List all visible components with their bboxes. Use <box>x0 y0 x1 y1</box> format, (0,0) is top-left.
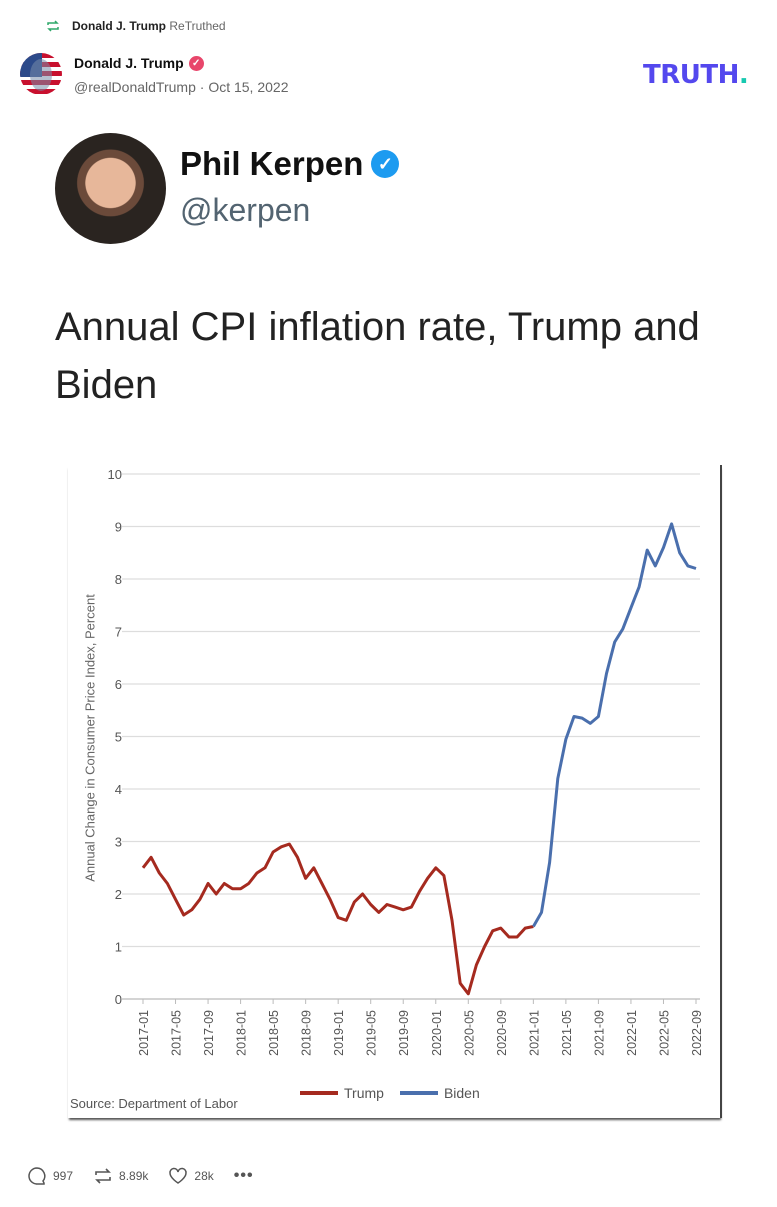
y-tick-label: 2 <box>115 887 122 902</box>
reply-count: 997 <box>53 1169 74 1183</box>
x-tick-label: 2019-09 <box>397 1010 411 1056</box>
y-tick-label: 6 <box>115 677 122 692</box>
post-date[interactable]: Oct 15, 2022 <box>208 79 289 95</box>
x-tick-label: 2018-09 <box>300 1010 314 1056</box>
embedded-text: Annual CPI inflation rate, Trump and Bid… <box>55 305 700 407</box>
legend-swatch-biden <box>399 1091 438 1095</box>
comment-icon <box>28 1167 46 1185</box>
x-tick-label: 2020-01 <box>430 1010 444 1056</box>
x-tick-label: 2021-01 <box>527 1010 541 1056</box>
x-tick-label: 2022-01 <box>625 1010 639 1056</box>
y-tick-label: 8 <box>115 572 122 587</box>
separator: · <box>199 79 205 95</box>
legend-swatch-trump <box>300 1091 338 1095</box>
x-tick-label: 2017-05 <box>170 1010 184 1056</box>
author-handle[interactable]: @realDonaldTrump <box>74 79 196 95</box>
retruth-user[interactable]: Donald J. Trump <box>72 19 167 33</box>
x-tick-label: 2022-09 <box>690 1010 704 1056</box>
legend-trump: Trump <box>344 1085 384 1101</box>
y-tick-label: 9 <box>115 520 122 535</box>
heart-icon <box>169 1167 188 1184</box>
embedded-name: Phil Kerpen <box>180 145 364 182</box>
logo-dot: . <box>738 60 749 90</box>
y-tick-label: 7 <box>115 625 122 640</box>
series-line-biden <box>532 522 697 928</box>
action-bar: 997 8.89k 28k ••• <box>27 1166 274 1186</box>
logo-text: TRUTH <box>643 60 739 90</box>
y-axis-label: Annual Change in Consumer Price Index, P… <box>82 594 98 882</box>
more-icon: ••• <box>233 1167 254 1184</box>
x-tick-label: 2021-09 <box>592 1010 606 1056</box>
x-tick-label: 2020-09 <box>495 1010 509 1056</box>
x-tick-label: 2021-05 <box>560 1010 574 1056</box>
x-tick-label: 2017-09 <box>202 1010 216 1056</box>
verified-badge-icon: ✓ <box>188 55 204 71</box>
legend-biden: Biden <box>443 1085 480 1101</box>
chart-source: Source: Department of Labor <box>70 1096 238 1111</box>
embedded-avatar <box>55 133 166 244</box>
avatar[interactable] <box>20 53 62 95</box>
y-tick-label: 3 <box>115 835 122 850</box>
reply-button[interactable]: 997 <box>27 1166 73 1186</box>
series-line-trump <box>141 842 534 996</box>
chart-legend: Trump Biden <box>300 1085 480 1101</box>
y-tick-label: 0 <box>115 992 122 1007</box>
embedded-handle: @kerpen <box>180 192 311 228</box>
author-name-row: Donald J. Trump ✓ <box>74 55 204 71</box>
truth-logo: TRUTH. <box>643 60 749 90</box>
retruth-icon <box>47 20 59 32</box>
x-tick-label: 2018-05 <box>267 1010 281 1056</box>
author-name[interactable]: Donald J. Trump <box>74 55 184 71</box>
x-tick-label: 2020-05 <box>462 1010 476 1056</box>
y-tick-label: 10 <box>108 467 122 482</box>
like-button[interactable]: 28k <box>168 1166 214 1186</box>
retruth-banner: Donald J. Trump ReTruthed <box>46 19 226 33</box>
embedded-name-row: Phil Kerpen ✓ <box>180 145 400 183</box>
x-tick-label: 2019-05 <box>365 1010 379 1056</box>
x-tick-label: 2018-01 <box>235 1010 249 1056</box>
like-count: 28k <box>194 1169 214 1183</box>
y-tick-label: 5 <box>115 730 122 745</box>
x-tick-label: 2017-01 <box>137 1010 151 1056</box>
x-tick-label: 2019-01 <box>332 1010 346 1056</box>
y-tick-label: 1 <box>115 940 122 955</box>
author-handle-date: @realDonaldTrump · Oct 15, 2022 <box>74 79 288 95</box>
retruth-button[interactable]: 8.89k <box>93 1166 148 1186</box>
retruth-icon <box>95 1168 111 1184</box>
retruth-count: 8.89k <box>119 1169 149 1183</box>
retruth-label: ReTruthed <box>169 19 226 33</box>
verified-badge-icon: ✓ <box>371 150 400 178</box>
more-options-button[interactable]: ••• <box>234 1167 254 1185</box>
x-tick-label: 2022-05 <box>657 1010 671 1056</box>
y-tick-label: 4 <box>115 782 122 797</box>
chart-frame <box>68 465 722 1118</box>
